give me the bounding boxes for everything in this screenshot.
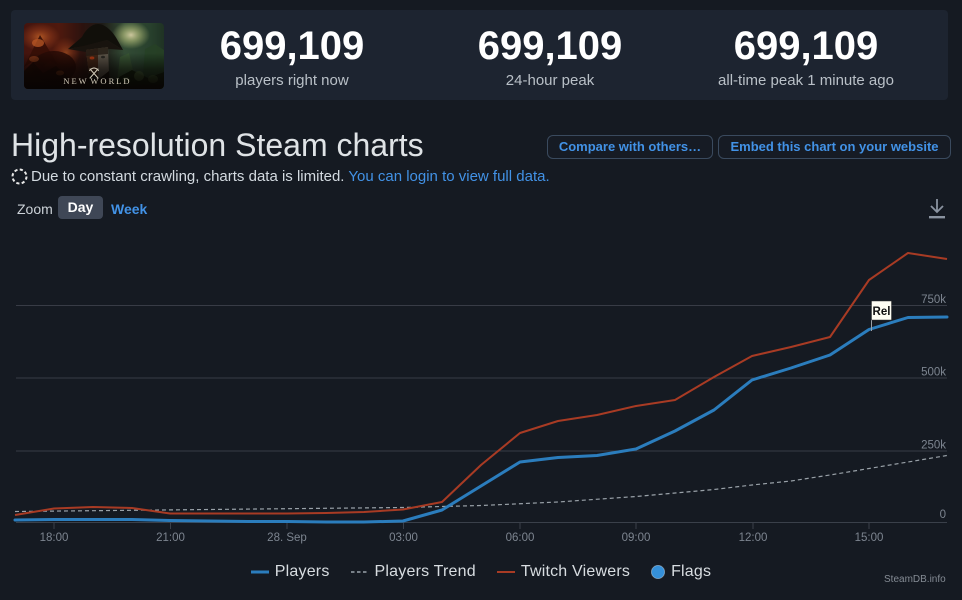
- svg-text:500k: 500k: [921, 367, 946, 379]
- svg-text:15:00: 15:00: [855, 532, 884, 544]
- svg-text:03:00: 03:00: [389, 532, 418, 544]
- svg-text:28. Sep: 28. Sep: [267, 532, 307, 544]
- svg-text:06:00: 06:00: [506, 532, 535, 544]
- svg-text:750k: 750k: [921, 294, 946, 306]
- svg-text:0: 0: [940, 509, 946, 521]
- svg-text:WORLD: WORLD: [90, 76, 131, 86]
- svg-text:Rel: Rel: [873, 306, 891, 318]
- svg-text:250k: 250k: [921, 440, 946, 452]
- svg-text:09:00: 09:00: [622, 532, 651, 544]
- svg-text:NEW: NEW: [63, 76, 88, 86]
- svg-text:12:00: 12:00: [739, 532, 768, 544]
- svg-text:18:00: 18:00: [40, 532, 69, 544]
- svg-text:21:00: 21:00: [156, 532, 185, 544]
